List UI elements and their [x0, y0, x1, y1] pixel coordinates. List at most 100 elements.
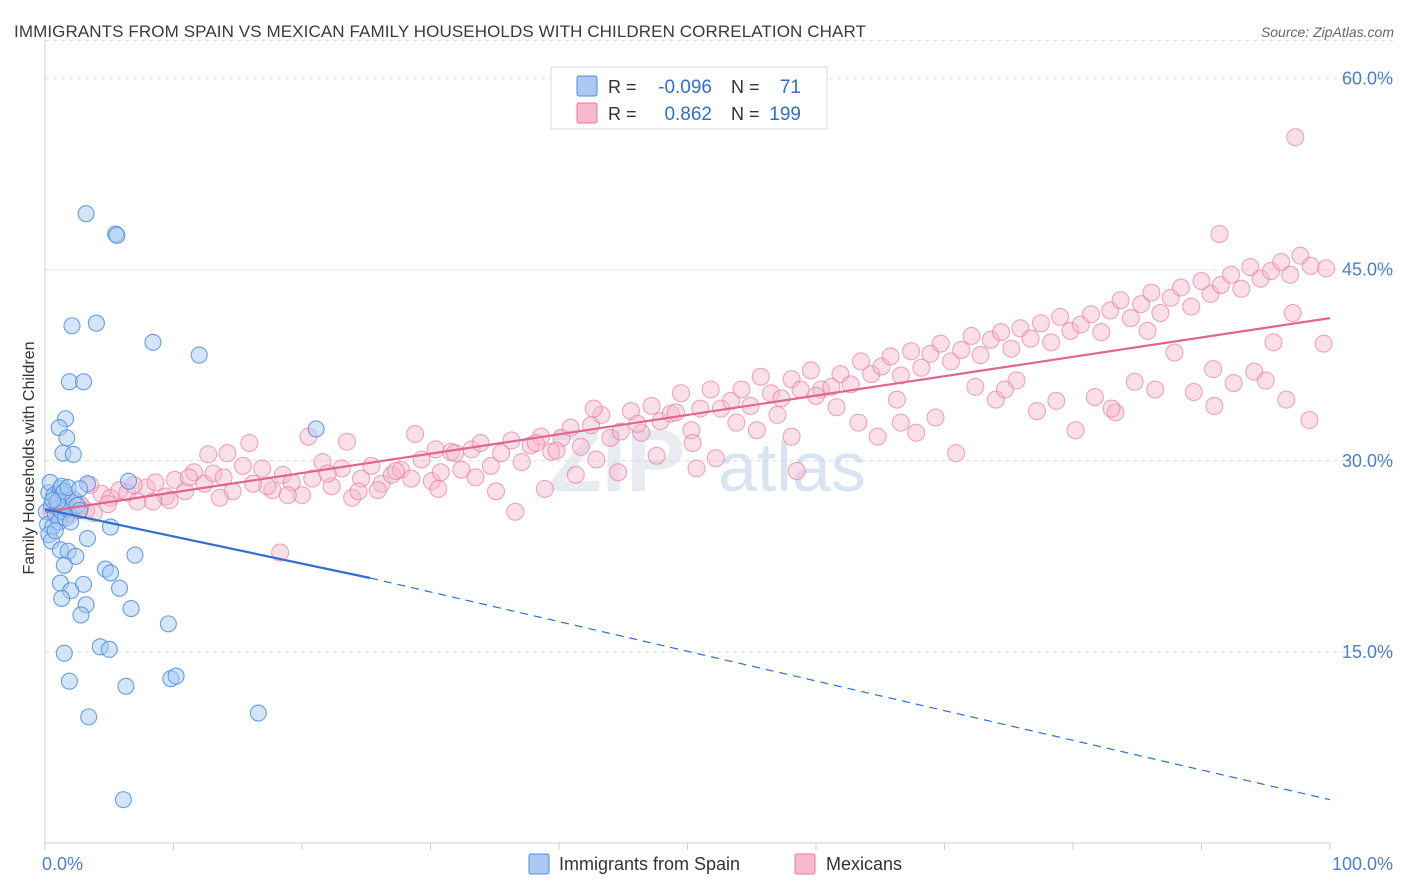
spain-point-75 [114, 791, 132, 809]
mexicans-point-94 [952, 340, 971, 359]
mexicans-point-129 [1301, 256, 1320, 275]
mexicans-point-192 [1224, 374, 1243, 393]
axes [44, 40, 1331, 850]
mexicans-point-177 [926, 408, 945, 427]
spain-point-50 [126, 546, 144, 564]
mexicans-point-63 [642, 397, 661, 416]
mexicans-point-105 [1061, 321, 1080, 340]
mexicans-point-19 [204, 464, 223, 483]
mexicans-point-197 [1314, 334, 1333, 353]
mexicans-point-77 [782, 370, 801, 389]
mexicans-point-184 [1066, 421, 1085, 440]
mexicans-point-140 [210, 488, 229, 507]
mexicans-point-56 [571, 437, 590, 456]
mexicans-point-89 [902, 342, 921, 361]
mexicans-point-209 [891, 413, 910, 432]
mexicans-point-179 [966, 377, 985, 396]
mexicans-point-165 [687, 459, 706, 478]
legend-bottom-label-spain: Immigrants from Spain [559, 854, 740, 874]
mexicans-point-50 [512, 453, 531, 472]
mexicans-points [42, 128, 1336, 562]
mexicans-point-42 [431, 463, 450, 482]
mexicans-point-17 [185, 463, 204, 482]
mexicans-point-119 [1201, 284, 1220, 303]
watermark-atlas: atlas [718, 428, 866, 506]
mexicans-point-13 [146, 473, 165, 492]
mexicans-point-150 [386, 461, 405, 480]
mexicans-point-98 [992, 323, 1011, 342]
mexicans-point-101 [1021, 329, 1040, 348]
spain-point-64 [72, 606, 90, 624]
x-tick-label-min: 0.0% [42, 854, 83, 874]
mexicans-point-149 [368, 481, 387, 500]
spain-point-55 [101, 564, 120, 582]
mexicans-point-137 [160, 491, 179, 510]
mexicans-point-198 [1210, 225, 1229, 244]
y-tick-labels: 15.0% 30.0% 45.0% 60.0% [1342, 69, 1393, 662]
mexicans-point-47 [481, 456, 500, 475]
mexicans-point-143 [258, 477, 277, 496]
mexicans-point-158 [547, 441, 566, 460]
spain-point-69 [60, 672, 78, 690]
mexicans-point-176 [907, 423, 926, 442]
mexicans-point-44 [452, 460, 471, 479]
mexicans-point-28 [293, 486, 311, 505]
spain-point-22 [46, 522, 64, 540]
mexicans-point-208 [782, 427, 801, 446]
mexicans-point-110 [1111, 291, 1130, 310]
mexicans-point-74 [751, 367, 770, 386]
mexicans-point-174 [868, 427, 887, 446]
mexicans-point-35 [362, 456, 381, 475]
mexicans-point-169 [768, 405, 787, 424]
spain-point-35 [144, 333, 162, 351]
legend-bottom-swatch-spain [528, 853, 550, 875]
mexicans-point-108 [1092, 323, 1111, 342]
y-tick-label-1: 30.0% [1342, 451, 1393, 471]
mexicans-point-141 [218, 444, 237, 463]
mexicans-point-97 [981, 330, 1000, 349]
legend-bottom-swatch-mexicans [794, 853, 816, 875]
mexicans-point-51 [521, 436, 540, 455]
mexicans-point-156 [506, 502, 525, 521]
mexicans-point-126 [1272, 253, 1291, 272]
mexicans-point-160 [587, 450, 606, 469]
spain-point-36 [190, 346, 208, 364]
mexicans-point-79 [801, 361, 820, 380]
legend-r-value-2: 0.862 [664, 104, 712, 125]
mexicans-point-78 [791, 380, 810, 399]
gridlines [45, 39, 1393, 653]
mexicans-point-124 [1251, 269, 1270, 288]
mexicans-point-191 [1205, 397, 1224, 416]
mexicans-point-107 [1081, 305, 1100, 324]
mexicans-point-212 [1204, 360, 1223, 379]
spain-point-41 [58, 429, 76, 447]
mexicans-point-113 [1142, 283, 1161, 302]
spain-trend-line-extension [369, 577, 1331, 801]
mexicans-point-102 [1031, 314, 1050, 333]
mexicans-point-147 [337, 432, 356, 451]
spain-point-48 [78, 529, 96, 548]
mexicans-point-188 [1146, 380, 1165, 399]
mexicans-point-203 [271, 543, 290, 562]
mexicans-point-206 [584, 399, 603, 418]
mexicans-point-153 [445, 444, 464, 463]
mexicans-point-195 [1283, 304, 1302, 323]
spain-point-73 [80, 708, 98, 726]
legend-r-label-1: R = [608, 77, 637, 97]
chart-title: IMMIGRANTS FROM SPAIN VS MEXICAN FAMILY … [14, 22, 866, 41]
mexicans-point-127 [1281, 265, 1300, 284]
x-tick-label-max: 100.0% [1332, 854, 1393, 874]
mexicans-point-88 [891, 366, 910, 385]
source-credit: Source: ZipAtlas.com [1260, 24, 1394, 40]
mexicans-point-122 [1232, 279, 1251, 298]
mexicans-point-200 [1256, 371, 1275, 390]
mexicans-point-66 [672, 384, 691, 403]
legend-r-label-2: R = [608, 104, 637, 124]
legend-n-value-1: 71 [780, 77, 801, 98]
mexicans-point-92 [931, 334, 950, 353]
legend-bottom-label-mexicans: Mexicans [826, 854, 902, 874]
spain-point-63 [122, 600, 140, 618]
watermark: ZIP atlas [548, 411, 866, 510]
mexicans-point-117 [1182, 297, 1201, 316]
